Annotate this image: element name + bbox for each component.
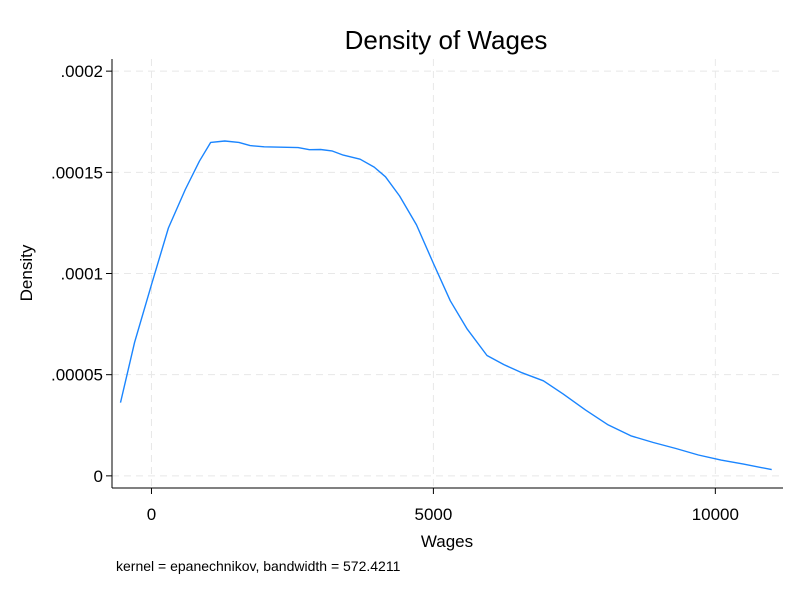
density-line: [119, 140, 772, 471]
x-axis-title: Wages: [421, 532, 473, 551]
y-tick-label: .00005: [51, 366, 103, 385]
grid-lines: [112, 59, 783, 488]
x-axis-ticks: 0 5000 10000: [147, 488, 739, 524]
y-tick-label: .0002: [60, 62, 103, 81]
y-tick-label: 0: [94, 467, 103, 486]
y-tick-label: .0001: [60, 265, 103, 284]
series-group: [119, 140, 772, 471]
chart-note: kernel = epanechnikov, bandwidth = 572.4…: [116, 558, 401, 574]
y-axis-ticks: 0 .00005 .0001 .00015 .0002: [51, 62, 112, 486]
x-tick-label: 0: [147, 505, 156, 524]
x-tick-label: 10000: [692, 505, 739, 524]
y-axis-title: Density: [17, 244, 36, 301]
x-tick-label: 5000: [414, 505, 452, 524]
y-tick-label: .00015: [51, 163, 103, 182]
chart-title: Density of Wages: [345, 25, 548, 55]
